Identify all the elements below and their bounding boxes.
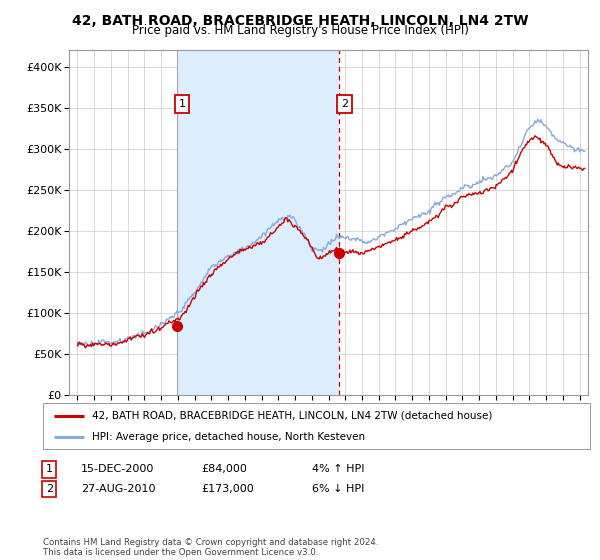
Text: £84,000: £84,000 <box>201 464 247 474</box>
Text: 15-DEC-2000: 15-DEC-2000 <box>81 464 154 474</box>
Text: 27-AUG-2010: 27-AUG-2010 <box>81 484 155 494</box>
Text: 1: 1 <box>46 464 53 474</box>
Text: 4% ↑ HPI: 4% ↑ HPI <box>312 464 365 474</box>
Text: £173,000: £173,000 <box>201 484 254 494</box>
Text: 42, BATH ROAD, BRACEBRIDGE HEATH, LINCOLN, LN4 2TW (detached house): 42, BATH ROAD, BRACEBRIDGE HEATH, LINCOL… <box>92 410 493 421</box>
Text: 6% ↓ HPI: 6% ↓ HPI <box>312 484 364 494</box>
Text: 1: 1 <box>179 99 185 109</box>
Text: HPI: Average price, detached house, North Kesteven: HPI: Average price, detached house, Nort… <box>92 432 365 442</box>
Text: 2: 2 <box>341 99 348 109</box>
Text: Price paid vs. HM Land Registry's House Price Index (HPI): Price paid vs. HM Land Registry's House … <box>131 24 469 37</box>
Text: 2: 2 <box>46 484 53 494</box>
Bar <box>177 50 340 395</box>
Text: 42, BATH ROAD, BRACEBRIDGE HEATH, LINCOLN, LN4 2TW: 42, BATH ROAD, BRACEBRIDGE HEATH, LINCOL… <box>72 14 528 28</box>
Text: Contains HM Land Registry data © Crown copyright and database right 2024.
This d: Contains HM Land Registry data © Crown c… <box>43 538 379 557</box>
